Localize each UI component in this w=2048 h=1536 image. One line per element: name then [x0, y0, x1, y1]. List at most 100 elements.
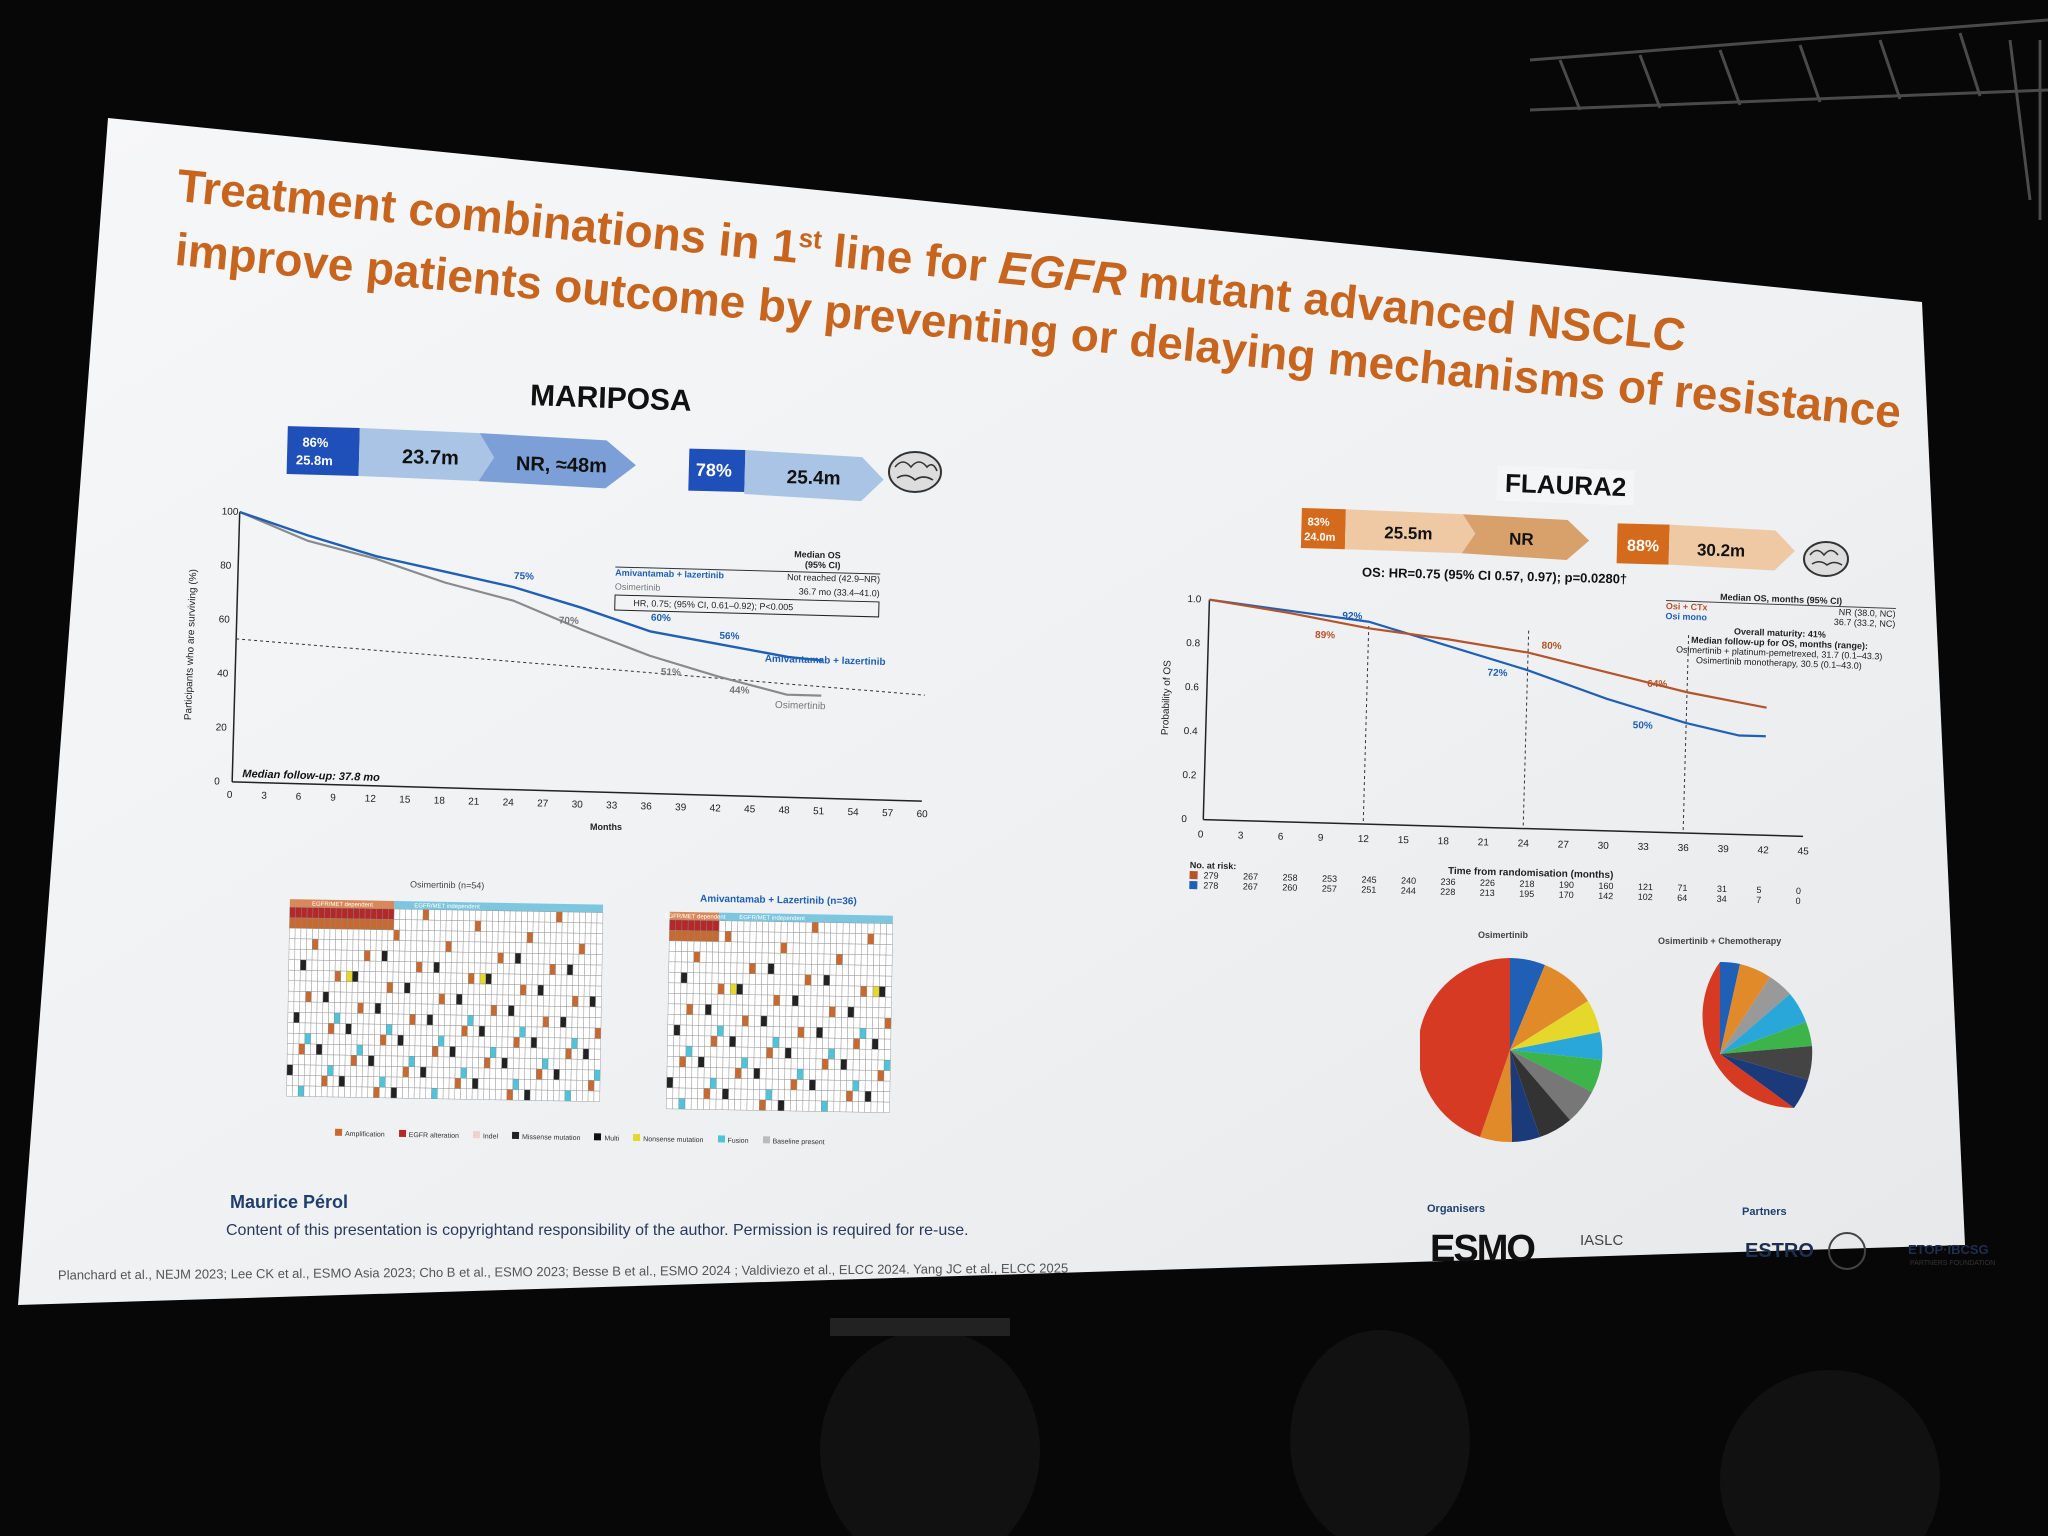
heatmap-cell: [538, 921, 545, 933]
heatmap-cell: [847, 1017, 855, 1029]
heatmap-cell: [414, 1077, 421, 1089]
heatmap-cell: [834, 1017, 842, 1029]
heatmap-cell: [692, 1035, 699, 1047]
heatmap-cell: [427, 982, 434, 994]
flaura2-chevron-2: [1344, 509, 1476, 554]
heatmap-cell: [374, 1044, 381, 1056]
heatmap-cell: [704, 1025, 712, 1037]
heatmap-cell: [827, 1090, 835, 1102]
heatmap-cell: [524, 1037, 532, 1049]
heatmap-cell: [815, 1090, 822, 1102]
heatmap-cell: [747, 1067, 755, 1079]
heatmap-cell: [316, 1033, 323, 1045]
heatmap-cell: [514, 963, 522, 975]
heatmap-cell: [805, 942, 813, 954]
risk-cell: 170: [1558, 889, 1574, 901]
mariposa-x-tick: 12: [365, 794, 377, 805]
heatmap-cell: [698, 1035, 706, 1047]
heatmap-cell: [341, 907, 348, 919]
heatmap-cell: [367, 1065, 375, 1077]
heatmap-cell: [300, 959, 307, 971]
heatmap-cell: [466, 1067, 473, 1079]
heatmap-cell: [686, 1003, 694, 1015]
heatmap-cell: [561, 911, 569, 923]
heatmap-cell: [287, 1022, 294, 1034]
heatmap-cell: [535, 1079, 543, 1091]
heatmap-cell: [698, 1004, 706, 1016]
heatmap-cell: [496, 984, 504, 996]
heatmap-cell: [373, 1076, 380, 1088]
heatmap-cell: [376, 918, 383, 930]
iaslc-logo: IASLC: [1580, 1232, 1623, 1249]
heatmap-cell: [704, 1046, 712, 1058]
heatmap-cell: [703, 1098, 711, 1110]
heatmap-cell: [507, 1068, 514, 1080]
heatmap-cell: [865, 1017, 873, 1029]
flaura2-x-tick: 18: [1438, 836, 1450, 847]
heatmap-cell: [766, 1005, 774, 1017]
heatmap-cell: [771, 1089, 779, 1101]
heatmap-cell: [805, 953, 812, 965]
mariposa-x-tick: 45: [744, 804, 756, 815]
heatmap-cell: [524, 1058, 531, 1070]
heatmap-cell: [427, 972, 434, 984]
heatmap-cell: [716, 1056, 724, 1068]
heatmap-cell: [328, 1012, 335, 1024]
heatmap-cell: [463, 931, 470, 943]
heatmap-cell: [526, 921, 534, 933]
heatmap-cell: [822, 1027, 830, 1039]
heatmap-cell: [834, 1048, 842, 1060]
heatmap-cell: [335, 949, 342, 961]
heatmap-cell: [698, 1025, 706, 1037]
heatmap-cell: [402, 1087, 409, 1099]
heatmap-cell: [692, 1014, 700, 1026]
heatmap-cell: [734, 1078, 742, 1090]
heatmap-cell: [467, 994, 475, 1006]
heatmap-cell: [410, 930, 418, 942]
heatmap-cell: [584, 943, 591, 955]
legend-swatch: [633, 1133, 641, 1142]
heatmap-cell: [416, 919, 424, 931]
heatmap-cell: [416, 951, 423, 963]
heatmap-legend-item: Indel: [472, 1131, 498, 1141]
heatmap-cell: [583, 996, 591, 1008]
heatmap-cell: [560, 1016, 567, 1028]
heatmap-cell: [549, 932, 557, 944]
heatmap-cell: [752, 1099, 760, 1111]
heatmap-cell: [497, 973, 504, 985]
heatmap-cell: [542, 1016, 550, 1028]
heatmap-cell: [305, 1001, 312, 1013]
heatmap-cell: [827, 1079, 835, 1091]
heatmap-cell: [666, 1077, 674, 1089]
esmo-logo-text: ESMO: [1430, 1228, 1536, 1270]
heatmap-cell: [685, 1035, 693, 1047]
heatmap-cell: [537, 984, 544, 996]
heatmap-cell: [871, 1080, 878, 1092]
heatmap-cell: [547, 1079, 554, 1091]
heatmap-cell: [823, 985, 830, 997]
heatmap-cell: [299, 970, 307, 982]
heatmap-cell: [673, 1024, 681, 1036]
heatmap-cell: [571, 1006, 579, 1018]
heatmap-cell: [512, 1078, 520, 1090]
heatmap-cell: [588, 1027, 596, 1039]
heatmap-cell: [680, 993, 688, 1005]
heatmap-cell: [561, 964, 568, 976]
heatmap-cell: [431, 1077, 438, 1089]
heatmap-cell: [398, 982, 405, 994]
heatmap-cell: [543, 953, 551, 965]
heatmap-cell: [529, 1089, 537, 1101]
heatmap-cell: [849, 922, 856, 934]
heatmap-cell: [449, 1035, 456, 1047]
heatmap-cell: [426, 1056, 433, 1068]
heatmap-cell: [396, 1066, 404, 1078]
heatmap-cell: [692, 993, 700, 1005]
heatmap-cell: [749, 921, 757, 933]
heatmap-cell: [387, 919, 395, 931]
heatmap-cell: [525, 995, 533, 1007]
heatmap-cell: [312, 938, 319, 950]
heatmap-cell: [345, 991, 353, 1003]
heatmap-cell: [373, 1055, 381, 1067]
heatmap-cell: [460, 1077, 467, 1089]
heatmap-cell: [590, 943, 597, 955]
